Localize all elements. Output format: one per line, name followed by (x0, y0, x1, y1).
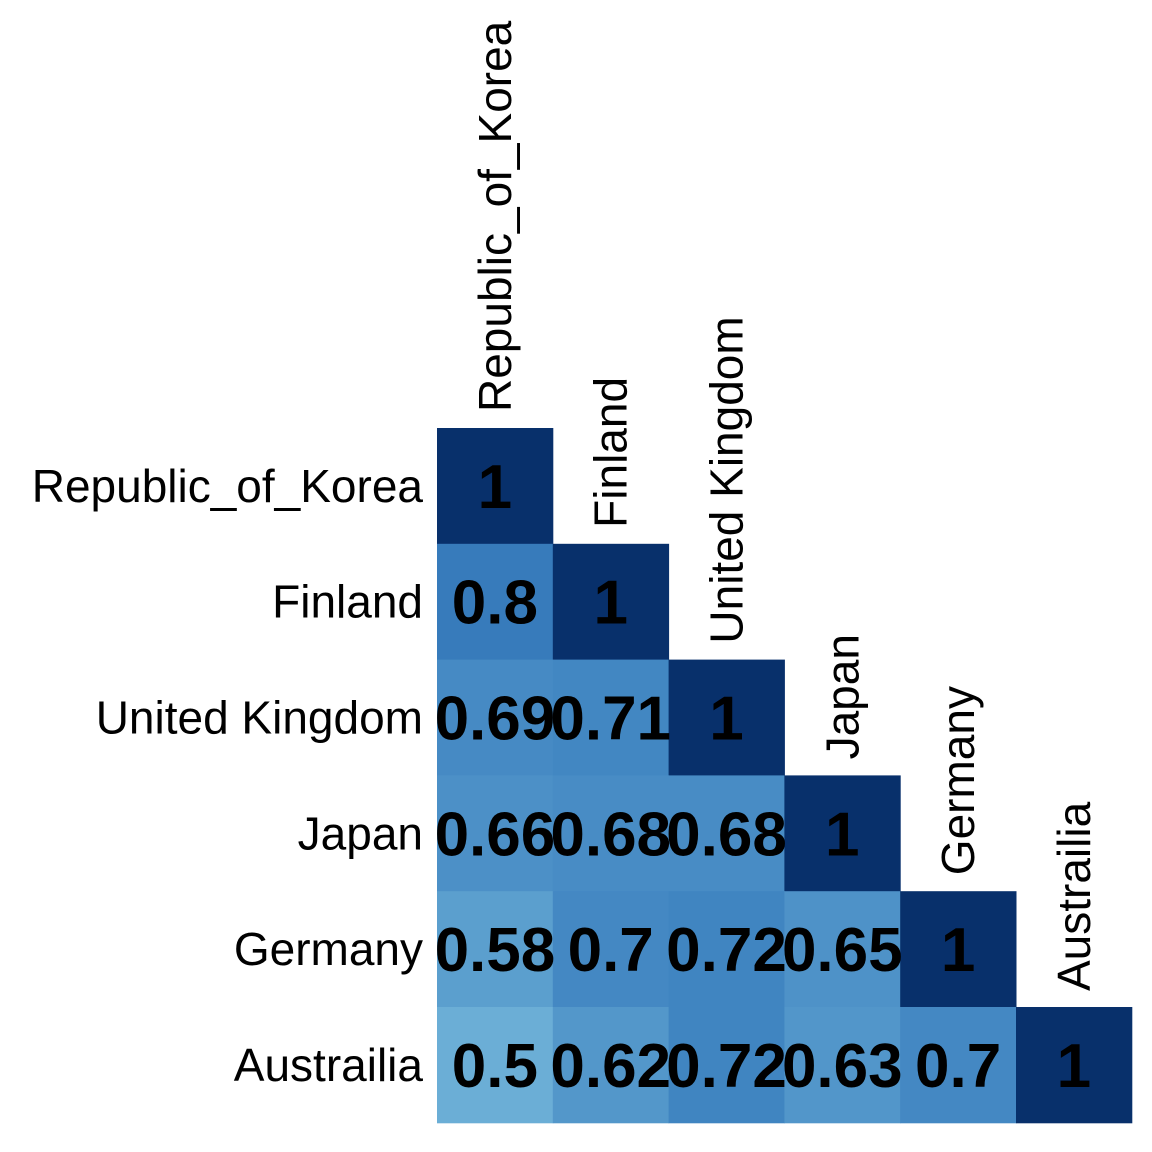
heatmap-cell-japan-japan (784, 775, 901, 892)
heatmap-cell-austrailia-republic-of-korea (437, 1007, 554, 1124)
heatmap-cell-austrailia-japan (784, 1007, 901, 1124)
heatmap-cell-finland-finland (552, 543, 670, 661)
heatmap-cell-germany-germany (900, 891, 1017, 1008)
cell-value-label: 1 (1057, 1032, 1091, 1101)
row-label-austrailia: Austrailia (234, 1039, 424, 1091)
heatmap-cell-republic-of-korea-republic-of-korea (437, 428, 554, 545)
heatmap-cell-japan-united-kingdom (668, 775, 785, 892)
cell-value-label: 0.71 (550, 685, 671, 754)
cell-value-label: 1 (593, 569, 627, 638)
cell-value-label: 0.69 (435, 685, 556, 754)
heatmap-cell-austrailia-finland (552, 1007, 670, 1124)
cell-value-label: 0.7 (915, 1032, 1001, 1101)
column-label-republic-of-korea: Republic_of_Korea (469, 20, 521, 412)
cell-value-label: 0.8 (452, 569, 538, 638)
cell-value-label: 0.5 (452, 1032, 538, 1101)
cell-value-label: 0.63 (782, 1032, 903, 1101)
row-label-finland: Finland (272, 576, 423, 628)
column-labels: Republic_of_Korea Finland United Kingdom Ja… (469, 20, 1100, 991)
heatmap-cell-germany-japan (784, 891, 901, 1008)
cell-value-label: 1 (709, 685, 743, 754)
column-label-japan: Japan (816, 634, 868, 759)
heatmap-cell-japan-republic-of-korea (437, 775, 554, 892)
heatmap-cell-germany-republic-of-korea (437, 891, 554, 1008)
cell-value-label: 0.66 (435, 800, 556, 869)
cell-value-label: 0.58 (435, 916, 556, 985)
column-label-germany: Germany (932, 686, 984, 875)
row-label-germany: Germany (234, 923, 423, 975)
column-label-austrailia: Austrailia (1048, 801, 1100, 991)
heatmap-cell-values: 10.8 10.690.71 10.660.680.68 10.58 0.7 0.720.… (435, 453, 1092, 1101)
cell-value-label: 1 (941, 916, 975, 985)
heatmap-cell-germany-united-kingdom (668, 891, 785, 1008)
heatmap-cell-united-kingdom-finland (552, 659, 670, 776)
heatmap-cell-finland-republic-of-korea (437, 543, 554, 661)
column-label-finland: Finland (585, 377, 637, 528)
heatmap-cells (437, 428, 1133, 1124)
row-label-republic-of-korea: Republic_of_Korea (32, 460, 424, 512)
heatmap-cell-germany-finland (552, 891, 670, 1008)
heatmap-cell-austrailia-united-kingdom (668, 1007, 785, 1124)
cell-value-label: 0.72 (666, 916, 787, 985)
cell-value-label: 0.65 (782, 916, 903, 985)
heatmap-cell-japan-finland (552, 775, 670, 892)
heatmap-cell-austrailia-austrailia (1016, 1007, 1133, 1124)
cell-value-label: 0.7 (568, 916, 654, 985)
cell-value-label: 1 (825, 800, 859, 869)
cell-value-label: 1 (478, 453, 512, 522)
cell-value-label: 0.62 (550, 1032, 671, 1101)
row-labels: Republic_of_Korea Finland United Kingdom Ja… (32, 460, 424, 1091)
cell-value-label: 0.68 (666, 800, 787, 869)
row-label-united-kingdom: United Kingdom (96, 692, 423, 744)
heatmap-cell-united-kingdom-republic-of-korea (437, 659, 554, 776)
row-label-japan: Japan (298, 807, 423, 859)
column-label-united-kingdom: United Kingdom (701, 316, 753, 643)
cell-value-label: 0.72 (666, 1032, 787, 1101)
heatmap-cell-united-kingdom-united-kingdom (668, 659, 785, 776)
cell-value-label: 0.68 (550, 800, 671, 869)
heatmap-cell-austrailia-germany (900, 1007, 1017, 1124)
